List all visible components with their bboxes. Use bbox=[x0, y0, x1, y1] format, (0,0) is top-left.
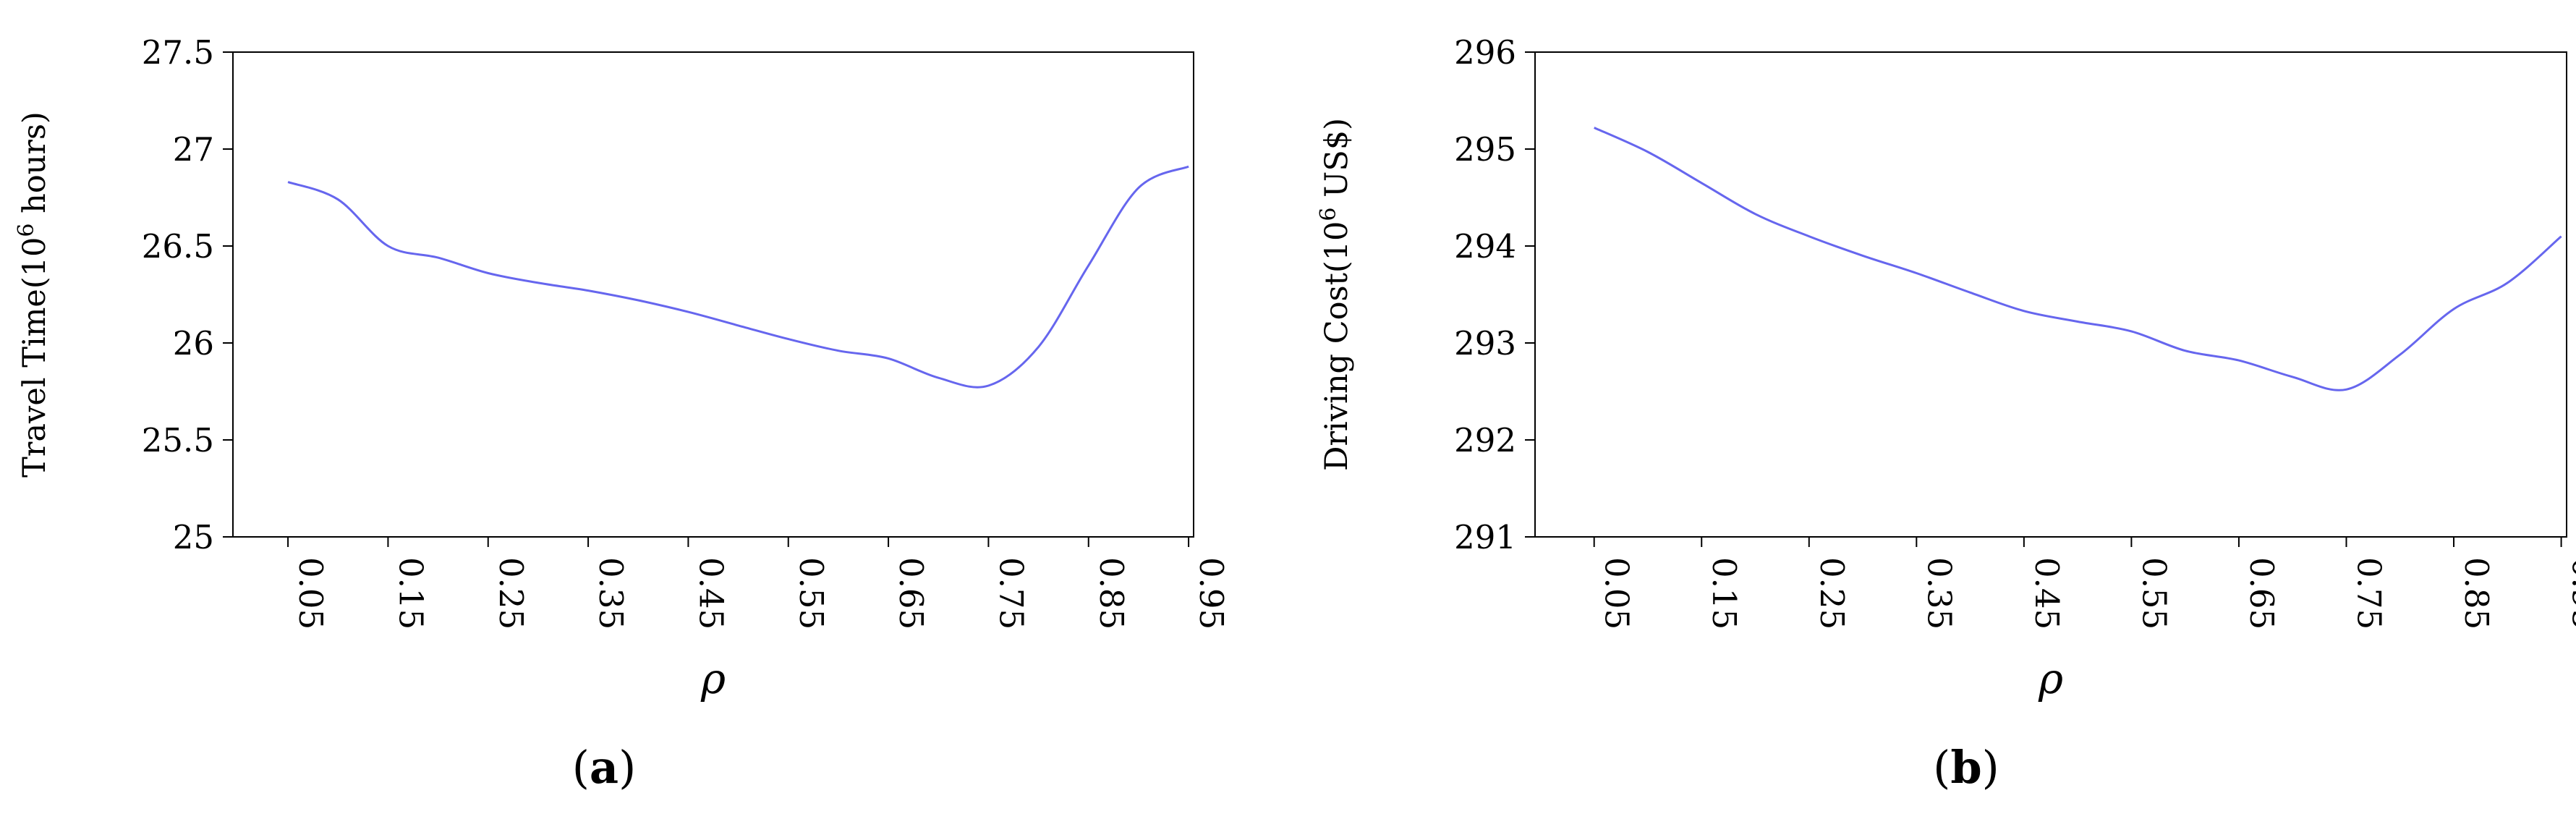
panel-a: 25 25.5 26 26.5 27 27.5 0.05 0.15 0.25 0.35 0.45 0.… bbox=[14, 33, 1230, 794]
x-tick-label: 0.15 bbox=[1705, 557, 1743, 629]
x-tick-label: 0.45 bbox=[692, 557, 730, 629]
x-tick-label: 0.05 bbox=[1598, 557, 1636, 629]
y-tick-label: 26 bbox=[173, 324, 214, 363]
x-tick-label: 0.85 bbox=[2457, 557, 2496, 629]
x-axis-label: ρ bbox=[700, 654, 726, 703]
y-tick-label: 27 bbox=[173, 130, 214, 169]
x-tick-label: 0.65 bbox=[892, 557, 930, 629]
x-tick-label: 0.85 bbox=[1092, 557, 1131, 629]
x-tick-label: 0.15 bbox=[391, 557, 430, 629]
y-axis-label: Travel Time(106 hours) bbox=[14, 111, 53, 478]
panel-label: (b) bbox=[1933, 741, 1999, 794]
x-axis-label: ρ bbox=[2038, 654, 2063, 703]
x-tick-label: 0.75 bbox=[992, 557, 1030, 629]
x-tick-label: 0.45 bbox=[2028, 557, 2066, 629]
y-tick-label: 25 bbox=[173, 518, 214, 556]
x-tick-label: 0.65 bbox=[2243, 557, 2281, 629]
y-tick-label: 292 bbox=[1454, 421, 1516, 459]
series-line bbox=[1594, 127, 2562, 391]
x-tick-label: 0.25 bbox=[492, 557, 530, 629]
x-tick-label: 0.55 bbox=[2135, 557, 2173, 629]
y-tick-label: 294 bbox=[1454, 227, 1516, 266]
x-tick-label: 0.75 bbox=[2350, 557, 2388, 629]
y-axis-label: Driving Cost(106 US$) bbox=[1316, 118, 1355, 471]
y-tick-label: 291 bbox=[1454, 518, 1516, 556]
y-tick-label: 27.5 bbox=[142, 33, 214, 72]
panel-b: 291 292 293 294 295 296 0.05 0.15 0.25 0.35 0.45 0.… bbox=[1316, 33, 2576, 794]
x-tick-label: 0.05 bbox=[292, 557, 330, 629]
y-tick-label: 293 bbox=[1454, 324, 1516, 363]
y-tick-label: 26.5 bbox=[142, 227, 214, 266]
x-tick-label: 0.55 bbox=[792, 557, 830, 629]
y-tick-label: 295 bbox=[1454, 130, 1516, 169]
plot-frame bbox=[1534, 51, 2567, 538]
x-tick-label: 0.95 bbox=[1192, 557, 1230, 629]
x-tick-label: 0.25 bbox=[1813, 557, 1851, 629]
x-tick-label: 0.95 bbox=[2565, 557, 2576, 629]
plot-frame bbox=[232, 51, 1194, 538]
y-tick-label: 25.5 bbox=[142, 421, 214, 459]
x-tick-label: 0.35 bbox=[1920, 557, 1958, 629]
panel-label: (a) bbox=[572, 741, 637, 794]
series-line bbox=[287, 165, 1189, 389]
x-tick-label: 0.35 bbox=[592, 557, 630, 629]
y-tick-label: 296 bbox=[1454, 33, 1516, 72]
